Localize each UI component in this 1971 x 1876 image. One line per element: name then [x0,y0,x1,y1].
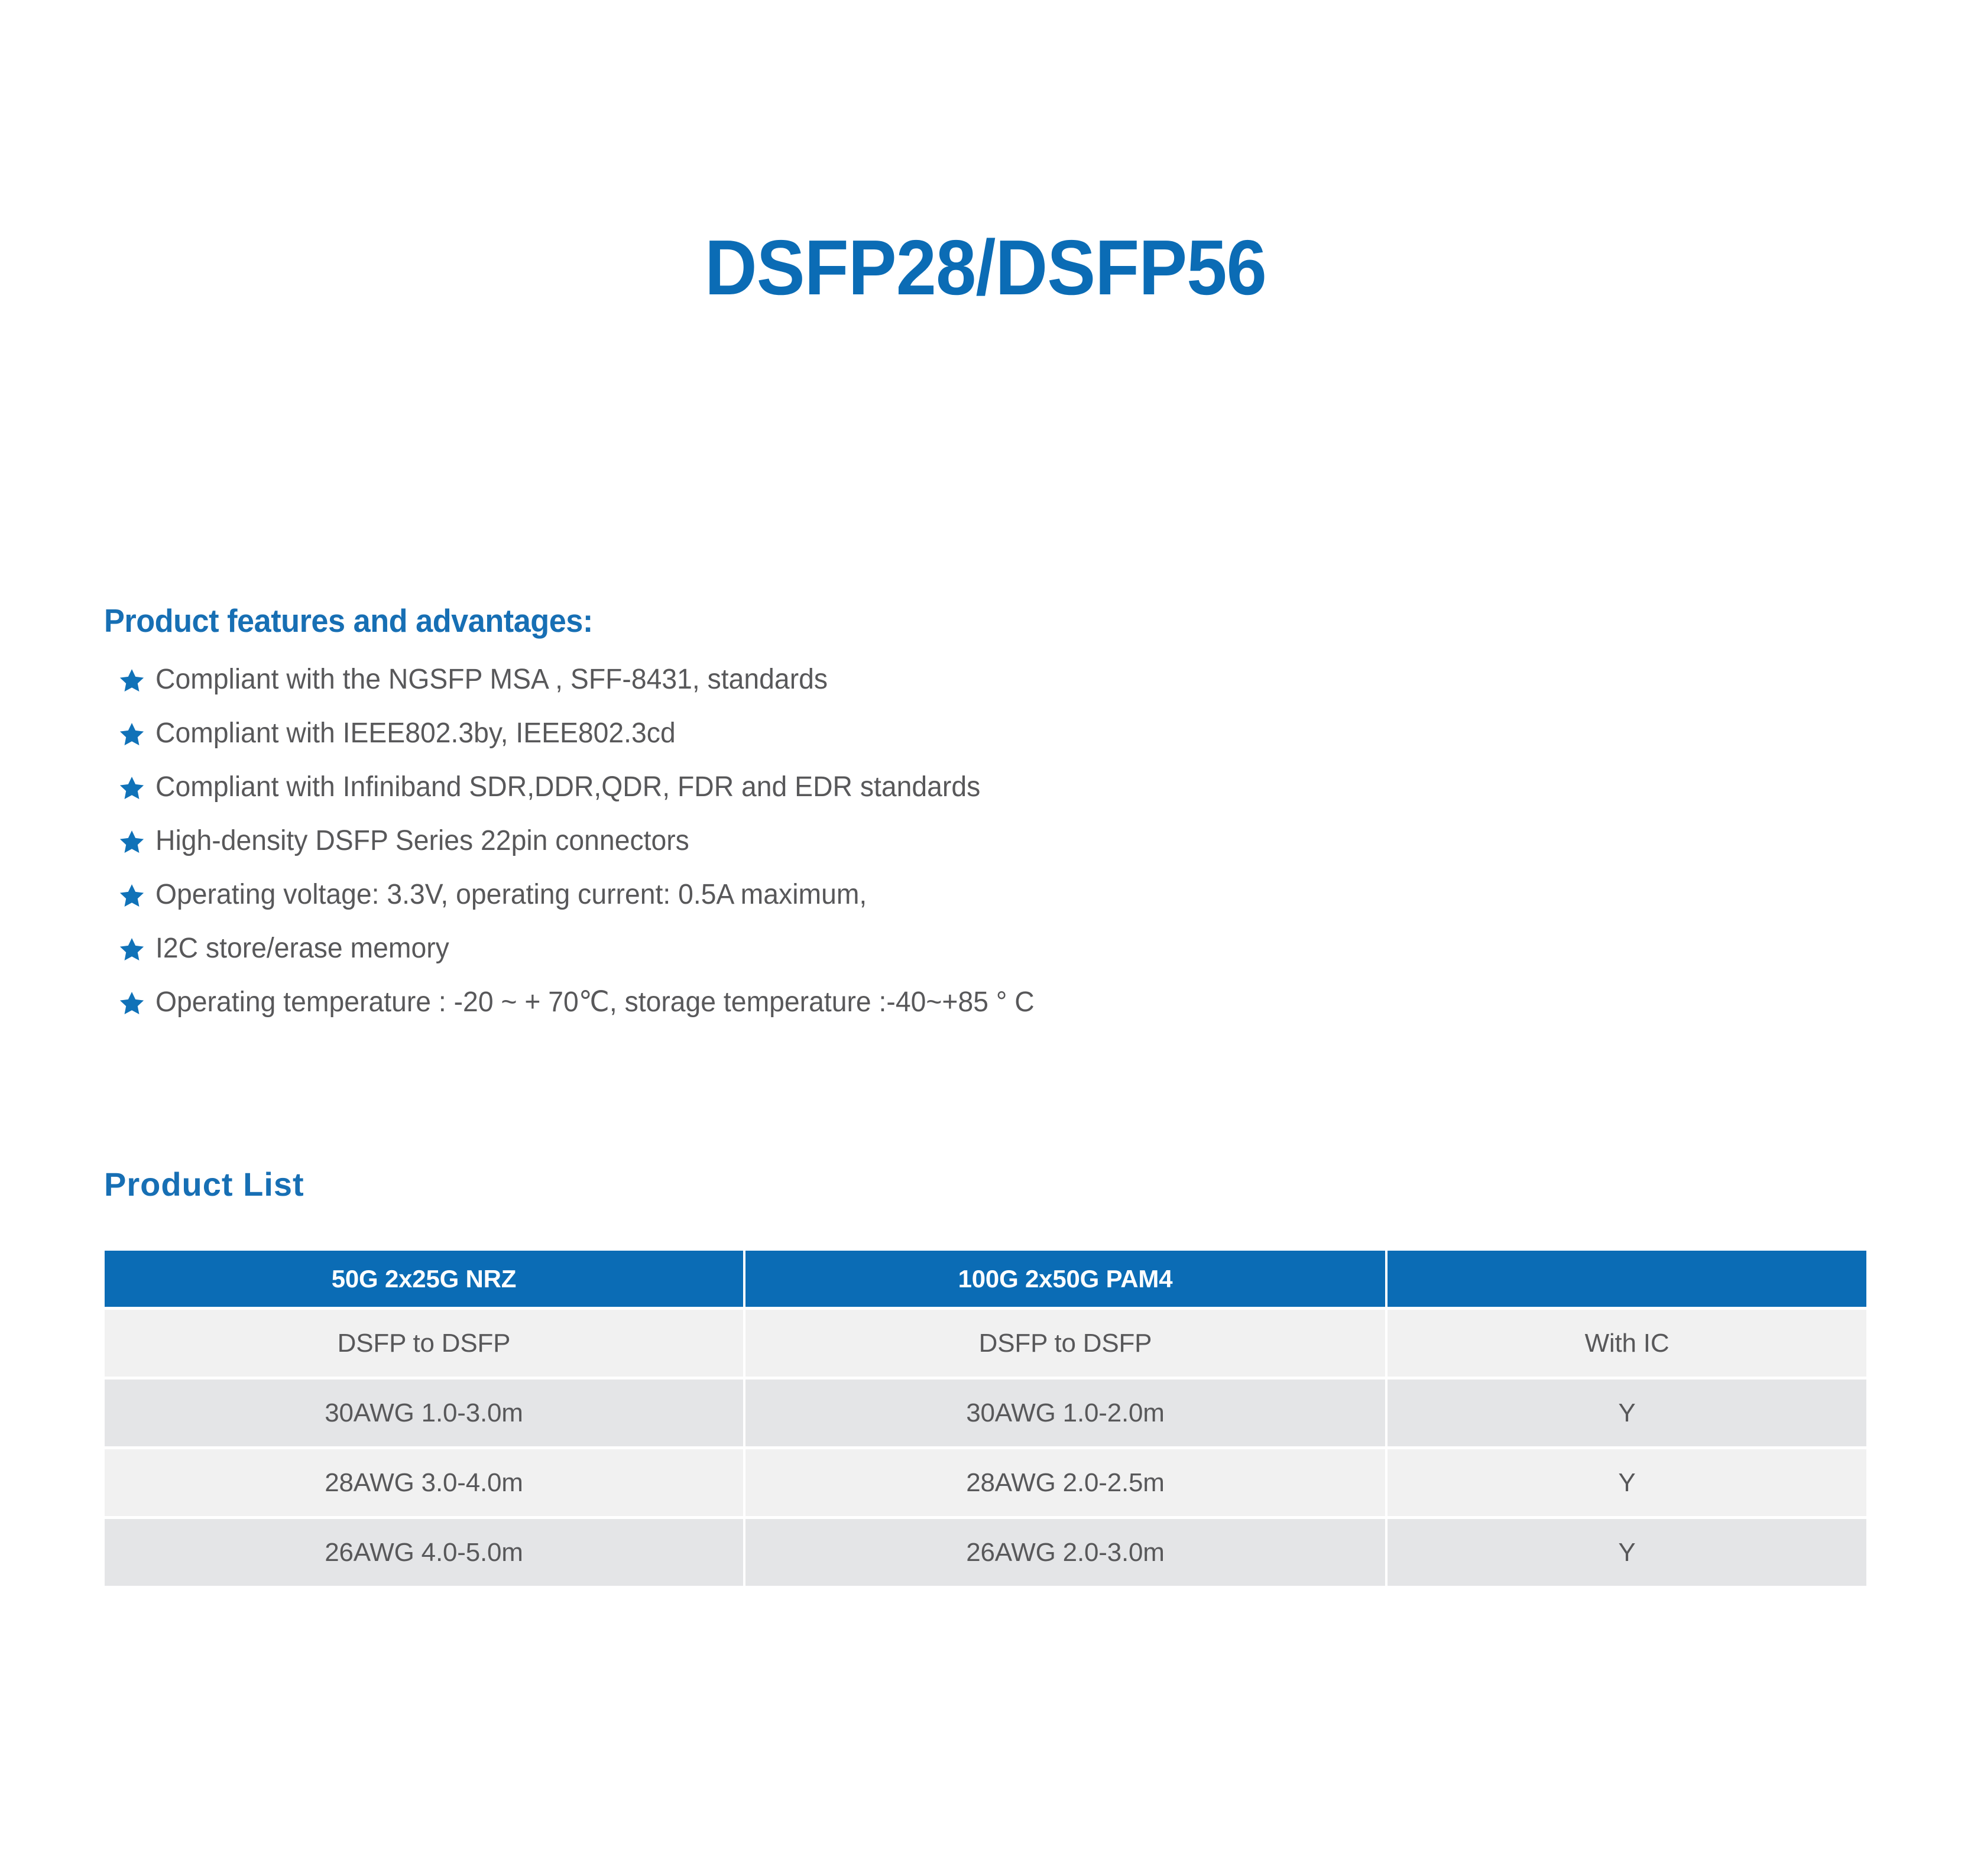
feature-item-label: High-density DSFP Series 22pin connector… [155,825,689,856]
table-column-header: 50G 2x25G NRZ [105,1251,743,1307]
table-cell: 28AWG 2.0-2.5m [745,1449,1385,1516]
table-cell: Y [1388,1519,1866,1586]
star-icon [118,775,145,802]
feature-item: Compliant with IEEE802.3by, IEEE802.3cd [104,715,1818,769]
feature-item-label: Compliant with IEEE802.3by, IEEE802.3cd [155,717,676,749]
feature-item-label: Compliant with Infiniband SDR,DDR,QDR, F… [155,771,981,803]
table-row: 26AWG 4.0-5.0m 26AWG 2.0-3.0m Y [105,1519,1866,1586]
table-cell: 30AWG 1.0-2.0m [745,1380,1385,1446]
star-icon [118,936,145,963]
table-body: DSFP to DSFP DSFP to DSFP With IC 30AWG 1.0… [105,1310,1866,1586]
star-icon [118,721,145,748]
table-cell: 30AWG 1.0-3.0m [105,1380,743,1446]
table-cell: Y [1388,1380,1866,1446]
product-list-section: Product List [104,1167,1878,1202]
table-cell: 28AWG 3.0-4.0m [105,1449,743,1516]
feature-item-label: Operating voltage: 3.3V, operating curre… [155,878,867,910]
feature-item: Operating temperature : -20 ~ + 70℃, sto… [104,984,1818,1038]
page-title: DSFP28/DSFP56 [705,224,1267,311]
table-cell: 26AWG 2.0-3.0m [745,1519,1385,1586]
feature-item-label: Operating temperature : -20 ~ + 70℃, sto… [155,986,1035,1018]
table-row: DSFP to DSFP DSFP to DSFP With IC [105,1310,1866,1377]
table-row: 28AWG 3.0-4.0m 28AWG 2.0-2.5m Y [105,1449,1866,1516]
product-list-heading: Product List [104,1166,304,1203]
feature-item-label: I2C store/erase memory [155,932,449,964]
table-cell: With IC [1388,1310,1866,1377]
table-cell: DSFP to DSFP [105,1310,743,1377]
feature-item: I2C store/erase memory [104,930,1818,984]
product-list-table: 50G 2x25G NRZ 100G 2x50G PAM4 DSFP to DSF… [102,1248,1869,1589]
star-icon [118,990,145,1017]
product-features-section: Product features and advantages: Complia… [104,603,1818,1038]
table-row: 30AWG 1.0-3.0m 30AWG 1.0-2.0m Y [105,1380,1866,1446]
table-cell: 26AWG 4.0-5.0m [105,1519,743,1586]
star-icon [118,882,145,910]
table-cell: Y [1388,1449,1866,1516]
feature-item: Compliant with the NGSFP MSA , SFF-8431,… [104,661,1818,715]
table-column-header [1388,1251,1866,1307]
table-cell: DSFP to DSFP [745,1310,1385,1377]
features-list: Compliant with the NGSFP MSA , SFF-8431,… [104,661,1818,1038]
feature-item-label: Compliant with the NGSFP MSA , SFF-8431,… [155,663,828,695]
features-heading: Product features and advantages: [104,602,593,639]
table-column-header: 100G 2x50G PAM4 [745,1251,1385,1307]
feature-item: Operating voltage: 3.3V, operating curre… [104,877,1818,930]
star-icon [118,829,145,856]
table-header-row: 50G 2x25G NRZ 100G 2x50G PAM4 [105,1251,1866,1307]
feature-item: High-density DSFP Series 22pin connector… [104,823,1818,877]
table-header: 50G 2x25G NRZ 100G 2x50G PAM4 [105,1251,1866,1307]
feature-item: Compliant with Infiniband SDR,DDR,QDR, F… [104,769,1818,823]
star-icon [118,667,145,694]
